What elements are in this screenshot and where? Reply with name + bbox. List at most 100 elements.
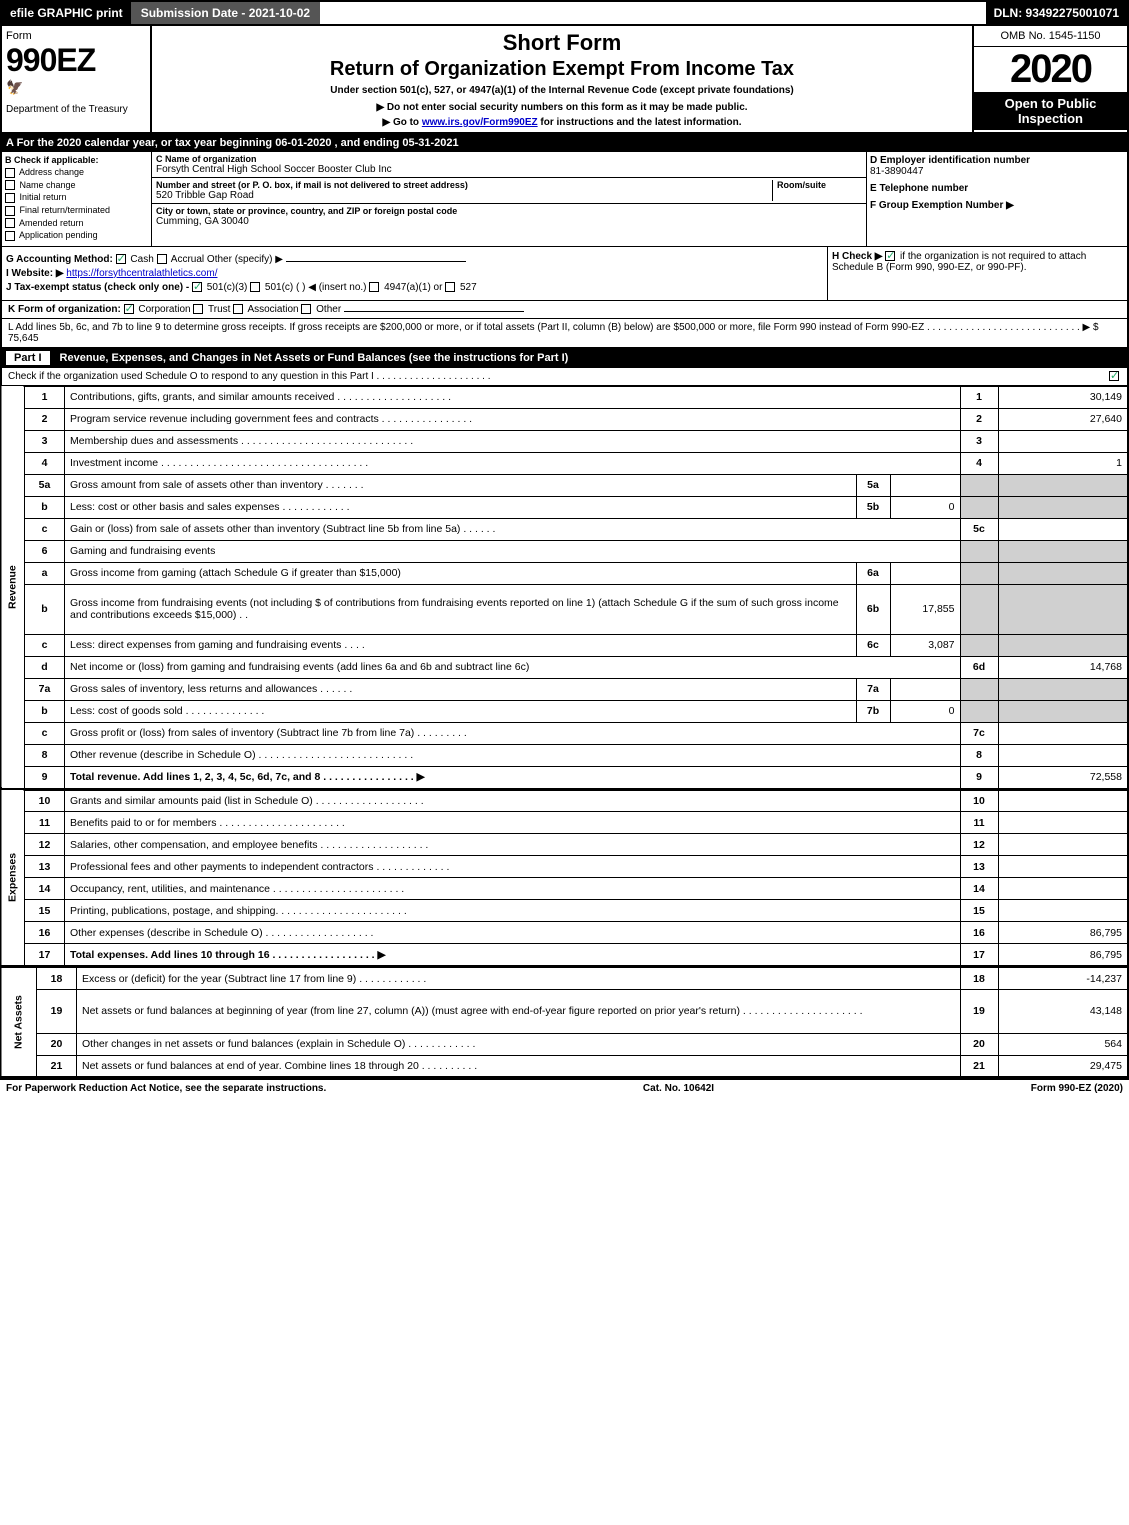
group-exemption-label: F Group Exemption Number ▶ xyxy=(870,200,1014,211)
checkbox-initial-return[interactable] xyxy=(5,193,15,203)
checkbox-501c[interactable] xyxy=(250,282,260,292)
sub-line-amount xyxy=(890,562,960,584)
line-description: Gaming and fundraising events xyxy=(65,540,961,562)
line-number: 6 xyxy=(25,540,65,562)
assoc-label: Association xyxy=(247,304,298,315)
other-specify-label: Other (specify) ▶ xyxy=(207,254,283,265)
opt-address: Address change xyxy=(19,167,84,177)
expenses-table: Expenses10Grants and similar amounts pai… xyxy=(0,789,1129,967)
section-g-h-i-j: G Accounting Method: Cash Accrual Other … xyxy=(0,247,1129,301)
table-row: 4Investment income . . . . . . . . . . .… xyxy=(1,452,1128,474)
checkbox-527[interactable] xyxy=(445,282,455,292)
opt-amended: Amended return xyxy=(19,218,84,228)
checkbox-schedule-o[interactable] xyxy=(1109,371,1119,381)
line-description: Other expenses (describe in Schedule O) … xyxy=(65,922,961,944)
table-row: Expenses10Grants and similar amounts pai… xyxy=(1,790,1128,812)
website-label: I Website: ▶ xyxy=(6,268,64,279)
checkbox-accrual[interactable] xyxy=(157,254,167,264)
line-amount: 86,795 xyxy=(998,922,1128,944)
line-number: 19 xyxy=(37,989,77,1033)
table-row: 12Salaries, other compensation, and empl… xyxy=(1,834,1128,856)
line-amount-grey xyxy=(998,540,1128,562)
line-number: c xyxy=(25,722,65,744)
schedule-o-check-text: Check if the organization used Schedule … xyxy=(8,371,490,382)
table-row: 6Gaming and fundraising events xyxy=(1,540,1128,562)
501c-label: 501(c) ( ) ◀ (insert no.) xyxy=(265,282,367,293)
line-description: Gain or (loss) from sale of assets other… xyxy=(65,518,961,540)
efile-label[interactable]: efile GRAPHIC print xyxy=(2,2,131,24)
checkbox-name-change[interactable] xyxy=(5,180,15,190)
line-ref: 5c xyxy=(960,518,998,540)
checkbox-pending[interactable] xyxy=(5,231,15,241)
city-value: Cumming, GA 30040 xyxy=(156,216,862,227)
street-label: Number and street (or P. O. box, if mail… xyxy=(156,180,772,190)
table-row: 19Net assets or fund balances at beginni… xyxy=(1,989,1128,1033)
checkbox-final-return[interactable] xyxy=(5,206,15,216)
goto-instructions: ▶ Go to www.irs.gov/Form990EZ for instru… xyxy=(156,117,968,128)
line-number: b xyxy=(25,496,65,518)
sub-line-label: 6a xyxy=(856,562,890,584)
checkbox-4947[interactable] xyxy=(369,282,379,292)
line-amount: 72,558 xyxy=(998,766,1128,788)
table-row: 17Total expenses. Add lines 10 through 1… xyxy=(1,944,1128,966)
line-ref-grey xyxy=(960,540,998,562)
checkbox-other-org[interactable] xyxy=(301,304,311,314)
table-row: cGain or (loss) from sale of assets othe… xyxy=(1,518,1128,540)
line-number: c xyxy=(25,634,65,656)
form-of-org-label: K Form of organization: xyxy=(8,304,121,315)
table-row: 16Other expenses (describe in Schedule O… xyxy=(1,922,1128,944)
section-k: K Form of organization: Corporation Trus… xyxy=(0,301,1129,319)
checkbox-cash[interactable] xyxy=(116,254,126,264)
corp-label: Corporation xyxy=(138,304,190,315)
sub-line-amount: 0 xyxy=(890,700,960,722)
line-amount: 14,768 xyxy=(998,656,1128,678)
line-description: Gross profit or (loss) from sales of inv… xyxy=(65,722,961,744)
checkbox-address-change[interactable] xyxy=(5,168,15,178)
irs-link[interactable]: www.irs.gov/Form990EZ xyxy=(422,117,538,128)
opt-initial: Initial return xyxy=(20,192,67,202)
line-ref: 11 xyxy=(960,812,998,834)
checkbox-schedule-b[interactable] xyxy=(885,251,895,261)
line-number: 18 xyxy=(37,967,77,989)
line-amount xyxy=(998,518,1128,540)
omb-number: OMB No. 1545-1150 xyxy=(974,26,1127,47)
checkbox-trust[interactable] xyxy=(193,304,203,314)
street-value: 520 Tribble Gap Road xyxy=(156,190,772,201)
checkbox-association[interactable] xyxy=(233,304,243,314)
table-row: 20Other changes in net assets or fund ba… xyxy=(1,1033,1128,1055)
line-description: Program service revenue including govern… xyxy=(65,408,961,430)
part-1-header: Part I Revenue, Expenses, and Changes in… xyxy=(0,348,1129,368)
line-number: 20 xyxy=(37,1033,77,1055)
table-row: aGross income from gaming (attach Schedu… xyxy=(1,562,1128,584)
org-name: Forsyth Central High School Soccer Boost… xyxy=(156,164,862,175)
line-number: b xyxy=(25,700,65,722)
website-link[interactable]: https://forsythcentralathletics.com/ xyxy=(66,268,217,279)
line-description: Other changes in net assets or fund bala… xyxy=(77,1033,961,1055)
line-description: Professional fees and other payments to … xyxy=(65,856,961,878)
sub-line-amount xyxy=(890,474,960,496)
part-1-title: Revenue, Expenses, and Changes in Net As… xyxy=(60,352,569,364)
opt-name: Name change xyxy=(20,180,76,190)
return-title: Return of Organization Exempt From Incom… xyxy=(156,58,968,81)
line-ref: 4 xyxy=(960,452,998,474)
line-number: b xyxy=(25,584,65,634)
department-label: Department of the Treasury xyxy=(6,104,146,115)
line-number: c xyxy=(25,518,65,540)
table-row: 3Membership dues and assessments . . . .… xyxy=(1,430,1128,452)
footer-form-ref: Form 990-EZ (2020) xyxy=(1031,1083,1123,1094)
line-description: Less: direct expenses from gaming and fu… xyxy=(65,634,857,656)
checkbox-501c3[interactable] xyxy=(192,282,202,292)
org-name-label: C Name of organization xyxy=(156,154,862,164)
checkbox-amended[interactable] xyxy=(5,218,15,228)
section-b: B Check if applicable: Address change Na… xyxy=(2,152,152,246)
line-amount xyxy=(998,744,1128,766)
line-ref-grey xyxy=(960,634,998,656)
line-number: 2 xyxy=(25,408,65,430)
checkbox-corporation[interactable] xyxy=(124,304,134,314)
table-row: 2Program service revenue including gover… xyxy=(1,408,1128,430)
line-number: 1 xyxy=(25,386,65,408)
line-description: Gross sales of inventory, less returns a… xyxy=(65,678,857,700)
line-amount: 29,475 xyxy=(998,1055,1128,1077)
line-ref: 8 xyxy=(960,744,998,766)
line-number: 3 xyxy=(25,430,65,452)
